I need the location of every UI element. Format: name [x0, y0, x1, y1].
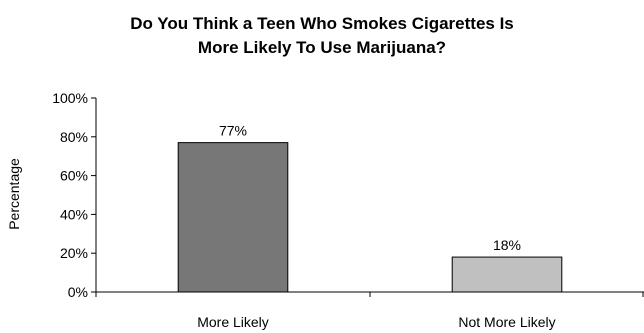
- bar-not-more-likely: [451, 256, 563, 293]
- chart-title-line-1: Do You Think a Teen Who Smokes Cigarette…: [130, 14, 514, 33]
- chart-title-line-2: More Likely To Use Marijuana?: [197, 38, 447, 57]
- y-tick-label: 40%: [60, 206, 88, 222]
- bars: 77% 18%: [177, 123, 563, 293]
- y-tick-label: 100%: [52, 90, 88, 106]
- y-tick-label: 0%: [68, 284, 88, 300]
- y-tick-label: 60%: [60, 168, 88, 184]
- data-label: 18%: [493, 237, 521, 253]
- bar-more-likely: [177, 142, 289, 293]
- x-tick-label: More Likely: [197, 314, 269, 330]
- chart-title: Do You Think a Teen Who Smokes Cigarette…: [0, 12, 644, 60]
- x-axis: More Likely Not More Likely: [95, 291, 644, 330]
- y-axis-title: Percentage: [6, 158, 22, 230]
- x-tick-label: Not More Likely: [458, 314, 555, 330]
- data-label: 77%: [219, 123, 247, 139]
- y-tick-label: 20%: [60, 245, 88, 261]
- y-tick-label: 80%: [60, 129, 88, 145]
- y-axis-ticks: 0% 20% 40% 60% 80% 100%: [52, 90, 97, 300]
